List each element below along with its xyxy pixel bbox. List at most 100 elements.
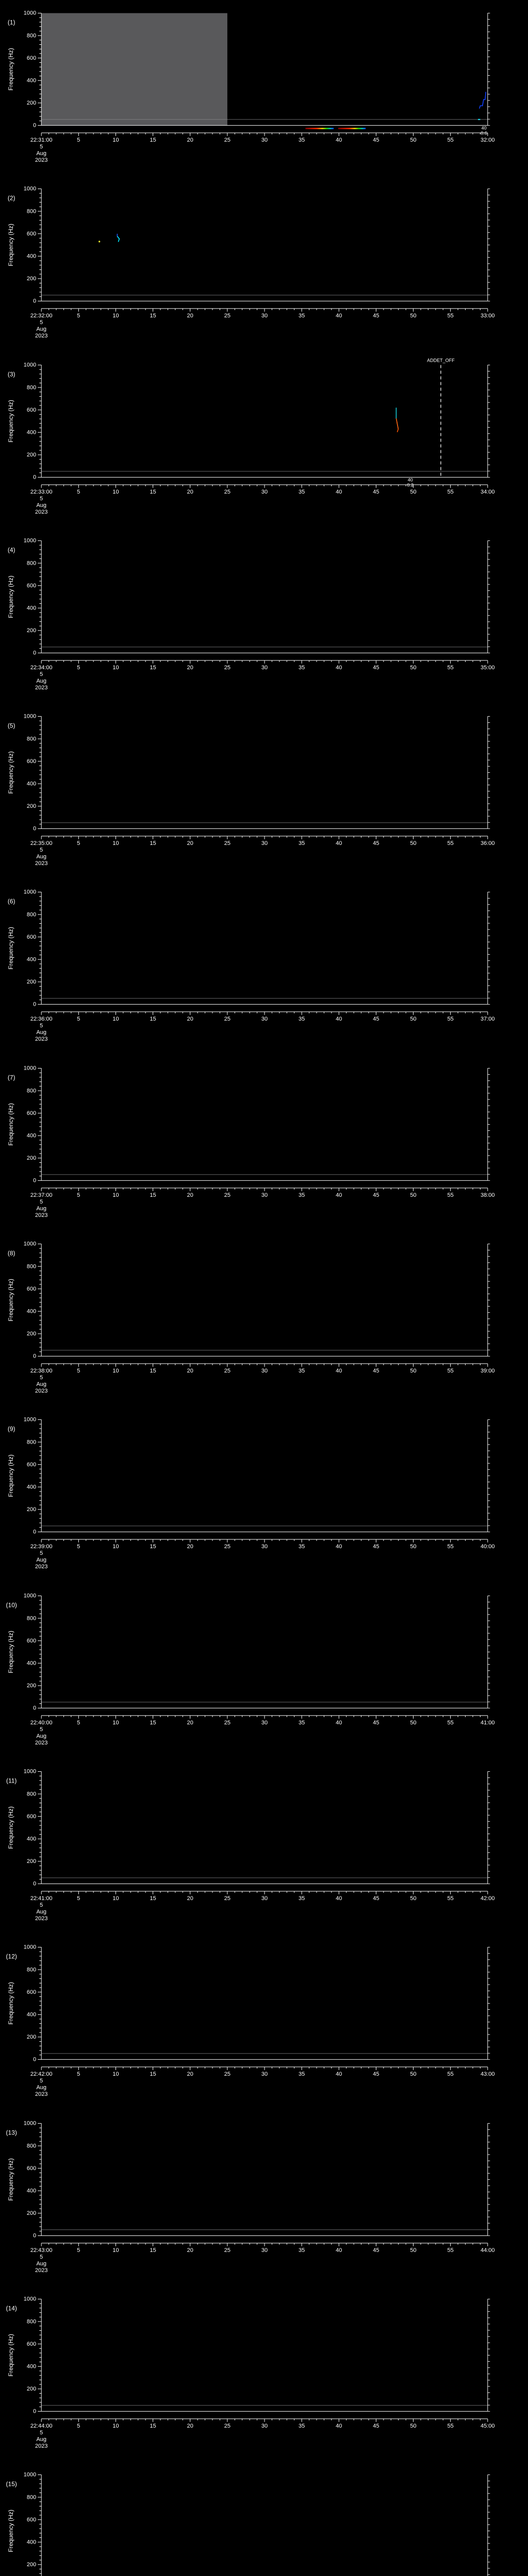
svg-text:10: 10: [112, 2247, 119, 2253]
svg-text:(9): (9): [8, 1426, 15, 1433]
svg-text:50: 50: [410, 313, 416, 319]
svg-text:800: 800: [27, 2494, 36, 2500]
svg-text:400: 400: [27, 429, 36, 435]
svg-text:20: 20: [187, 2071, 193, 2077]
svg-text:20: 20: [187, 137, 193, 143]
svg-text:5: 5: [40, 671, 43, 677]
svg-text:Aug: Aug: [36, 1381, 46, 1387]
svg-text:(13): (13): [6, 2129, 17, 2136]
svg-text:600: 600: [27, 758, 36, 765]
svg-text:400: 400: [27, 1484, 36, 1490]
svg-text:22:39:00: 22:39:00: [30, 1544, 53, 1550]
svg-text:Frequency (Hz): Frequency (Hz): [7, 2158, 14, 2201]
svg-text:40: 40: [336, 1720, 342, 1726]
svg-text:22:44:00: 22:44:00: [30, 2423, 53, 2429]
svg-text:5: 5: [40, 1199, 43, 1205]
svg-text:600: 600: [27, 934, 36, 940]
svg-text:800: 800: [27, 1967, 36, 1973]
svg-text:1000: 1000: [24, 2296, 36, 2302]
svg-text:55: 55: [448, 1016, 454, 1022]
svg-text:5: 5: [77, 2247, 80, 2253]
svg-text:Frequency (Hz): Frequency (Hz): [7, 751, 14, 794]
svg-text:45: 45: [373, 488, 379, 495]
svg-text:33:00: 33:00: [481, 313, 495, 319]
svg-text:20: 20: [187, 1016, 193, 1022]
svg-text:20: 20: [187, 1544, 193, 1550]
svg-text:(7): (7): [8, 1074, 15, 1081]
svg-text:5: 5: [40, 2430, 43, 2436]
svg-text:30: 30: [261, 1720, 268, 1726]
svg-text:30: 30: [261, 1895, 268, 1902]
svg-text:50: 50: [410, 488, 416, 495]
svg-text:5: 5: [40, 144, 43, 150]
svg-text:44:00: 44:00: [481, 2247, 495, 2253]
svg-text:(15): (15): [6, 2481, 17, 2488]
svg-text:Aug: Aug: [36, 1029, 46, 1036]
svg-text:5: 5: [77, 488, 80, 495]
svg-text:40: 40: [336, 1895, 342, 1902]
svg-text:600: 600: [27, 1462, 36, 1468]
svg-text:Frequency (Hz): Frequency (Hz): [7, 2334, 14, 2377]
svg-text:50: 50: [410, 2423, 416, 2429]
svg-text:50: 50: [410, 840, 416, 846]
svg-text:400: 400: [27, 957, 36, 963]
svg-text:2023: 2023: [35, 1388, 47, 1394]
svg-text:600: 600: [27, 1814, 36, 1820]
svg-text:22:42:00: 22:42:00: [30, 2071, 53, 2077]
svg-text:50: 50: [410, 1192, 416, 1198]
svg-text:0: 0: [33, 123, 36, 129]
svg-text:35: 35: [299, 840, 305, 846]
svg-text:10: 10: [112, 2071, 119, 2077]
svg-text:Frequency (Hz): Frequency (Hz): [7, 400, 14, 443]
svg-text:2023: 2023: [35, 1740, 47, 1746]
svg-text:0: 0: [33, 2057, 36, 2063]
svg-text:0.6: 0.6: [481, 130, 487, 135]
svg-text:Frequency (Hz): Frequency (Hz): [7, 1103, 14, 1146]
svg-text:1000: 1000: [24, 2472, 36, 2478]
svg-text:Frequency (Hz): Frequency (Hz): [7, 1806, 14, 1849]
svg-text:35: 35: [299, 1720, 305, 1726]
svg-text:ADDET_OFF: ADDET_OFF: [427, 358, 455, 363]
svg-text:5: 5: [77, 1544, 80, 1550]
svg-text:10: 10: [112, 2423, 119, 2429]
svg-text:200: 200: [27, 979, 36, 985]
svg-text:800: 800: [27, 1088, 36, 1094]
svg-text:34:00: 34:00: [481, 488, 495, 495]
svg-text:1000: 1000: [24, 10, 36, 16]
svg-text:400: 400: [27, 1660, 36, 1666]
svg-text:0.2: 0.2: [407, 482, 414, 487]
svg-text:2023: 2023: [35, 2267, 47, 2273]
svg-text:200: 200: [27, 2210, 36, 2216]
svg-text:1000: 1000: [24, 889, 36, 895]
svg-text:5: 5: [77, 2071, 80, 2077]
svg-text:45: 45: [373, 840, 379, 846]
svg-text:0: 0: [33, 298, 36, 304]
svg-text:15: 15: [150, 1895, 156, 1902]
svg-text:400: 400: [27, 253, 36, 260]
svg-text:25: 25: [224, 313, 230, 319]
svg-text:55: 55: [448, 488, 454, 495]
svg-text:38:00: 38:00: [481, 1192, 495, 1198]
svg-text:600: 600: [27, 2517, 36, 2523]
svg-text:Aug: Aug: [36, 2436, 46, 2443]
svg-text:30: 30: [261, 840, 268, 846]
svg-text:20: 20: [187, 313, 193, 319]
svg-text:40: 40: [336, 1544, 342, 1550]
svg-text:35:00: 35:00: [481, 665, 495, 671]
svg-text:Frequency (Hz): Frequency (Hz): [7, 1279, 14, 1321]
svg-text:5: 5: [77, 313, 80, 319]
svg-text:22:40:00: 22:40:00: [30, 1720, 53, 1726]
svg-text:22:37:00: 22:37:00: [30, 1192, 53, 1198]
svg-text:0: 0: [33, 2232, 36, 2239]
svg-text:200: 200: [27, 628, 36, 634]
svg-text:600: 600: [27, 55, 36, 61]
svg-text:30: 30: [261, 137, 268, 143]
svg-text:5: 5: [77, 137, 80, 143]
svg-text:35: 35: [299, 1368, 305, 1374]
svg-text:45: 45: [373, 1895, 379, 1902]
svg-text:0: 0: [33, 1353, 36, 1360]
svg-text:600: 600: [27, 1110, 36, 1116]
svg-text:30: 30: [261, 2247, 268, 2253]
svg-text:Aug: Aug: [36, 150, 46, 157]
svg-text:2023: 2023: [35, 1036, 47, 1042]
